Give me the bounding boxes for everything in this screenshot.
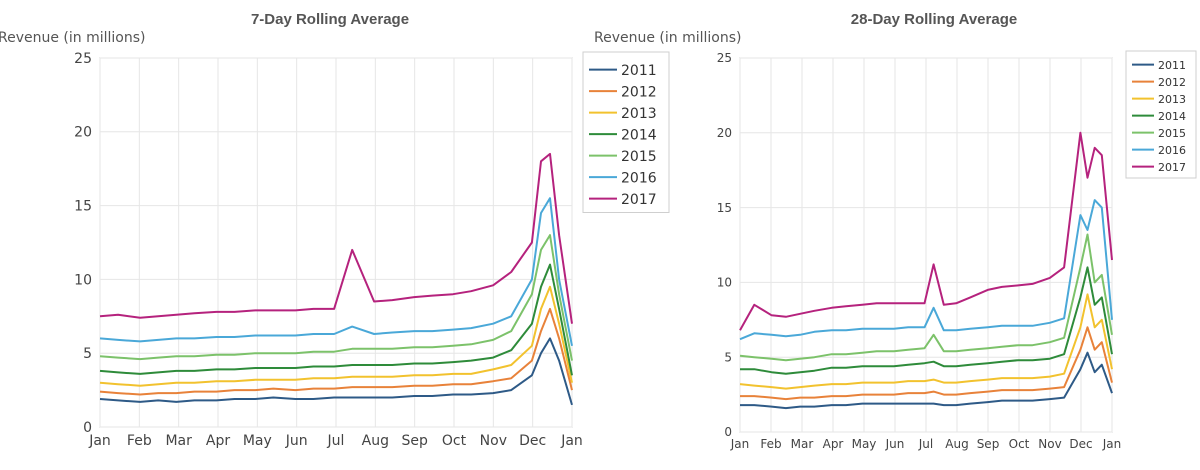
x-tick-label: Jan — [560, 433, 583, 449]
series-line-2017 — [99, 152, 573, 324]
x-tick-label: Jan — [88, 433, 111, 449]
legend-box — [582, 51, 670, 213]
chart2-ylabel: Revenue (in millions) — [594, 30, 742, 46]
chart2-grid — [739, 57, 1113, 433]
legend-label: 2016 — [621, 170, 657, 186]
legend-label: 2015 — [1158, 127, 1186, 140]
chart2-legend: 2011 2012 2013 2014 2015 2016 2017 — [1125, 50, 1197, 179]
series-line-2017 — [739, 131, 1113, 331]
series-line-2011 — [99, 337, 573, 406]
legend-label: 2012 — [1158, 76, 1186, 89]
series-line-2013 — [99, 285, 573, 387]
series-line-2016 — [739, 199, 1113, 341]
legend-label: 2013 — [621, 106, 657, 122]
y-tick-label: 15 — [717, 201, 732, 215]
legend-label: 2013 — [1158, 93, 1186, 106]
x-tick-label: Oct — [442, 433, 467, 449]
chart1-ticks: 0 5 10 15 20 25 Jan Feb Mar Apr May Jun Jul Aug Sep Oct… — [74, 51, 583, 449]
x-tick-label: Nov — [1038, 437, 1061, 451]
chart2-ticks: 0 5 10 15 20 25 Jan Feb Mar Apr May Jun Jul Aug Sep Oct… — [717, 51, 1122, 451]
legend-label: 2011 — [621, 63, 657, 79]
legend-label: 2017 — [621, 192, 657, 208]
x-tick-label: May — [852, 437, 877, 451]
x-tick-label: Dec — [1069, 437, 1092, 451]
y-tick-label: 15 — [74, 199, 92, 215]
y-tick-label: 20 — [74, 125, 92, 141]
x-tick-label: Jul — [327, 433, 345, 449]
series-line-2016 — [99, 197, 573, 346]
legend-label: 2011 — [1158, 59, 1186, 72]
y-tick-label: 5 — [83, 346, 92, 362]
series-line-2012 — [740, 326, 1113, 401]
series-line-2015 — [739, 233, 1113, 362]
x-tick-label: Apr — [823, 437, 844, 451]
series-line-2015 — [99, 234, 573, 361]
y-tick-label: 5 — [724, 350, 732, 364]
legend-label: 2015 — [621, 149, 657, 165]
x-tick-label: Mar — [165, 433, 192, 449]
x-tick-label: Oct — [1009, 437, 1030, 451]
chart1-legend: 2011 2012 2013 2014 2015 2016 2017 — [582, 51, 670, 213]
chart1-grid — [99, 57, 573, 428]
chart1-ylabel: Revenue (in millions) — [0, 30, 146, 46]
legend-label: 2017 — [1158, 161, 1186, 174]
x-tick-label: Jan — [1102, 437, 1122, 451]
legend-label: 2014 — [1158, 110, 1186, 123]
series-line-2014 — [99, 263, 573, 376]
chart1-lines — [99, 152, 573, 406]
series-line-2014 — [740, 266, 1113, 375]
series-line-2013 — [739, 293, 1113, 390]
legend-label: 2014 — [621, 127, 657, 143]
y-tick-label: 0 — [724, 425, 732, 439]
x-tick-label: Jun — [885, 437, 905, 451]
y-tick-label: 0 — [83, 420, 92, 436]
x-tick-label: Jul — [918, 437, 933, 451]
chart1-title: 7-Day Rolling Average — [251, 11, 409, 28]
chart2-lines — [739, 131, 1113, 410]
y-tick-label: 25 — [717, 51, 732, 65]
y-tick-label: 20 — [717, 126, 732, 140]
x-tick-label: Aug — [362, 433, 389, 449]
chart2-title: 28-Day Rolling Average — [851, 11, 1017, 28]
x-tick-label: Mar — [791, 437, 814, 451]
x-tick-label: Feb — [760, 437, 781, 451]
x-tick-label: Feb — [127, 433, 152, 449]
y-tick-label: 25 — [74, 51, 92, 67]
series-line-2012 — [99, 307, 573, 396]
y-tick-label: 10 — [717, 276, 732, 290]
legend-label: 2012 — [621, 84, 657, 100]
x-tick-label: Aug — [945, 437, 968, 451]
legend-box — [1125, 50, 1197, 179]
x-tick-label: Dec — [519, 433, 546, 449]
x-tick-label: Sep — [401, 433, 428, 449]
x-tick-label: May — [243, 433, 272, 449]
y-tick-label: 10 — [74, 272, 92, 288]
x-tick-label: Nov — [480, 433, 507, 449]
x-tick-label: Sep — [977, 437, 1000, 451]
x-tick-label: Jan — [730, 437, 750, 451]
series-line-2011 — [740, 351, 1113, 410]
x-tick-label: Apr — [206, 433, 230, 449]
legend-label: 2016 — [1158, 144, 1186, 157]
x-tick-label: Jun — [285, 433, 308, 449]
